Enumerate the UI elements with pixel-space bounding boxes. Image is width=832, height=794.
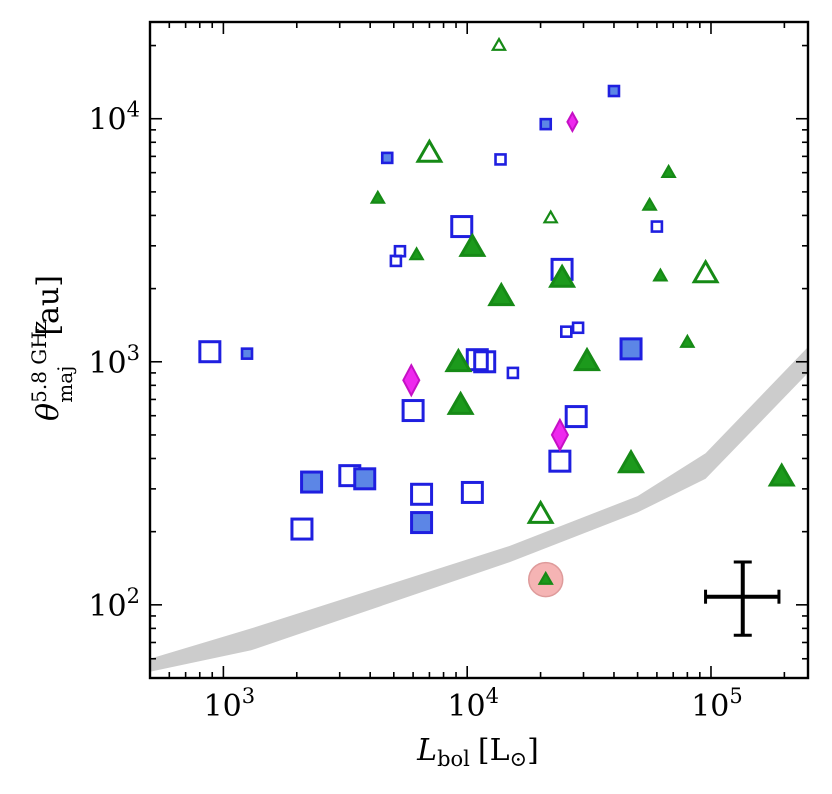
x-tick-label: 103 bbox=[204, 684, 256, 724]
square-marker-17 bbox=[506, 366, 520, 380]
square-marker-1 bbox=[240, 347, 254, 360]
triangle-marker-16 bbox=[660, 163, 677, 178]
triangle-marker-3 bbox=[444, 347, 473, 373]
square-marker-24 bbox=[607, 84, 621, 98]
triangle-marker-17 bbox=[679, 333, 696, 348]
triangle-marker-0 bbox=[369, 189, 386, 204]
square-marker-5 bbox=[353, 467, 377, 491]
square-marker-16 bbox=[494, 153, 507, 166]
triangle-marker-15 bbox=[652, 267, 669, 282]
triangle-marker-11 bbox=[548, 263, 577, 288]
diamond-marker-0 bbox=[402, 363, 421, 398]
diamond-marker-2 bbox=[566, 110, 579, 133]
triangle-marker-1 bbox=[408, 246, 425, 261]
triangle-marker-4 bbox=[446, 390, 475, 415]
triangle-marker-2 bbox=[415, 138, 444, 163]
triangle-marker-10 bbox=[542, 209, 559, 224]
triangle-marker-7 bbox=[487, 281, 516, 307]
triangle-marker-5 bbox=[458, 232, 487, 257]
square-marker-23 bbox=[564, 405, 588, 429]
triangle-marker-12 bbox=[573, 346, 601, 372]
square-marker-8 bbox=[393, 244, 407, 258]
plot-frame bbox=[148, 20, 810, 680]
square-marker-25 bbox=[619, 337, 643, 361]
triangle-marker-19 bbox=[767, 462, 796, 487]
square-marker-22 bbox=[571, 321, 585, 335]
square-marker-15 bbox=[473, 350, 497, 374]
triangle-marker-6 bbox=[490, 36, 507, 51]
diamond-marker-1 bbox=[550, 417, 570, 453]
square-marker-18 bbox=[539, 117, 553, 131]
square-marker-19 bbox=[548, 449, 572, 473]
square-marker-3 bbox=[300, 470, 324, 494]
x-tick-label: 104 bbox=[447, 684, 499, 724]
square-marker-10 bbox=[410, 482, 434, 506]
y-tick-label: 104 bbox=[88, 98, 140, 138]
sensitivity-band bbox=[150, 347, 808, 672]
square-marker-2 bbox=[290, 517, 314, 541]
square-marker-13 bbox=[460, 480, 484, 504]
triangle-marker-18 bbox=[691, 258, 720, 284]
square-marker-6 bbox=[380, 151, 394, 165]
square-marker-12 bbox=[450, 215, 474, 239]
square-marker-9 bbox=[401, 399, 425, 423]
x-tick-label: 105 bbox=[691, 684, 743, 724]
triangle-marker-13 bbox=[617, 448, 645, 474]
triangle-marker-14 bbox=[641, 196, 658, 211]
y-tick-label: 102 bbox=[88, 584, 140, 624]
triangle-marker-8 bbox=[526, 499, 555, 524]
square-marker-26 bbox=[650, 220, 664, 233]
square-marker-21 bbox=[559, 325, 573, 338]
square-marker-14 bbox=[465, 348, 489, 372]
y-axis-title: θ5.8 GHz maj[au] bbox=[27, 275, 77, 421]
square-marker-11 bbox=[410, 511, 434, 535]
triangle-marker-9 bbox=[537, 570, 554, 585]
square-marker-0 bbox=[198, 340, 222, 364]
y-tick-label: 103 bbox=[88, 341, 140, 381]
x-axis-title: Lbol [L⊙] bbox=[416, 733, 539, 771]
